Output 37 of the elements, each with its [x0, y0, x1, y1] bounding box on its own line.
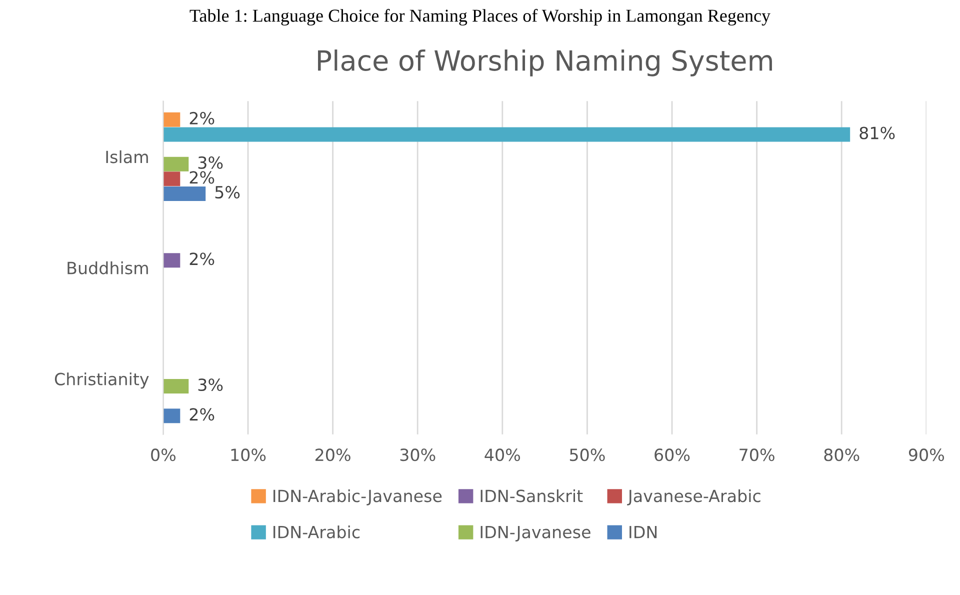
legend-label: IDN-Arabic [274, 525, 360, 538]
y-tick-label: Islam [106, 150, 148, 164]
x-tick-label: 10% [231, 448, 266, 462]
x-tick-label: 60% [654, 448, 690, 462]
x-tick-label: 40% [484, 448, 520, 462]
y-tick-label: Buddhism [68, 261, 148, 274]
x-tick-label: 50% [570, 448, 605, 462]
x-tick-label: 70% [740, 448, 774, 462]
x-tick-label: 80% [824, 448, 860, 462]
legend-label: IDN-Javanese [480, 526, 590, 542]
y-tick-label: Christianity [54, 372, 149, 389]
bar [163, 127, 850, 142]
bar [163, 112, 180, 127]
chart-title: Place of Worship Naming System [318, 49, 772, 76]
bar [163, 156, 189, 172]
x-tick-label: 30% [400, 448, 436, 462]
bar [163, 408, 180, 424]
legend-label: IDN-Sanskrit [480, 489, 583, 502]
bar [163, 172, 180, 186]
data-label: 3% [198, 156, 223, 169]
data-label: 81% [860, 126, 895, 140]
data-label: 2% [190, 408, 214, 421]
legend-label: IDN-Arabic-Javanese [274, 489, 442, 506]
bar [163, 186, 206, 201]
data-label: 5% [215, 186, 240, 199]
x-tick-label: 90% [908, 448, 944, 462]
data-label: 2% [190, 171, 214, 184]
legend-label: IDN [630, 526, 657, 538]
bar [163, 378, 189, 394]
data-label: 3% [198, 378, 223, 392]
x-tick-label: 20% [316, 448, 350, 462]
data-label: 2% [190, 252, 214, 266]
legend-label: Javanese-Arabic [627, 489, 760, 506]
bar [163, 253, 180, 268]
x-tick-label: 0% [151, 448, 176, 462]
data-label: 2% [190, 112, 214, 124]
caption: Table 1: Language Choice for Naming Places of Worship in Lamongan Regency [190, 8, 770, 26]
